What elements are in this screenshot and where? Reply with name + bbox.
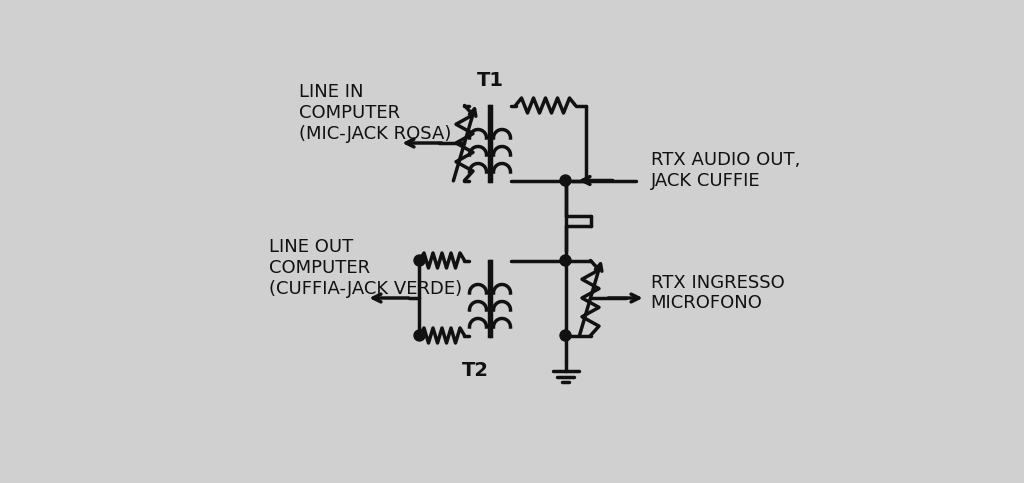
Text: RTX AUDIO OUT,
JACK CUFFIE: RTX AUDIO OUT, JACK CUFFIE: [650, 151, 800, 190]
Circle shape: [560, 330, 571, 341]
Circle shape: [414, 330, 425, 341]
Text: T1: T1: [476, 71, 504, 90]
Circle shape: [560, 175, 571, 186]
Circle shape: [414, 255, 425, 266]
Text: LINE IN
COMPUTER
(MIC-JACK ROSA): LINE IN COMPUTER (MIC-JACK ROSA): [299, 83, 452, 143]
Text: RTX INGRESSO
MICROFONO: RTX INGRESSO MICROFONO: [650, 273, 784, 313]
Text: T2: T2: [462, 360, 488, 380]
Text: LINE OUT
COMPUTER
(CUFFIA-JACK VERDE): LINE OUT COMPUTER (CUFFIA-JACK VERDE): [269, 238, 463, 298]
Circle shape: [560, 255, 571, 266]
